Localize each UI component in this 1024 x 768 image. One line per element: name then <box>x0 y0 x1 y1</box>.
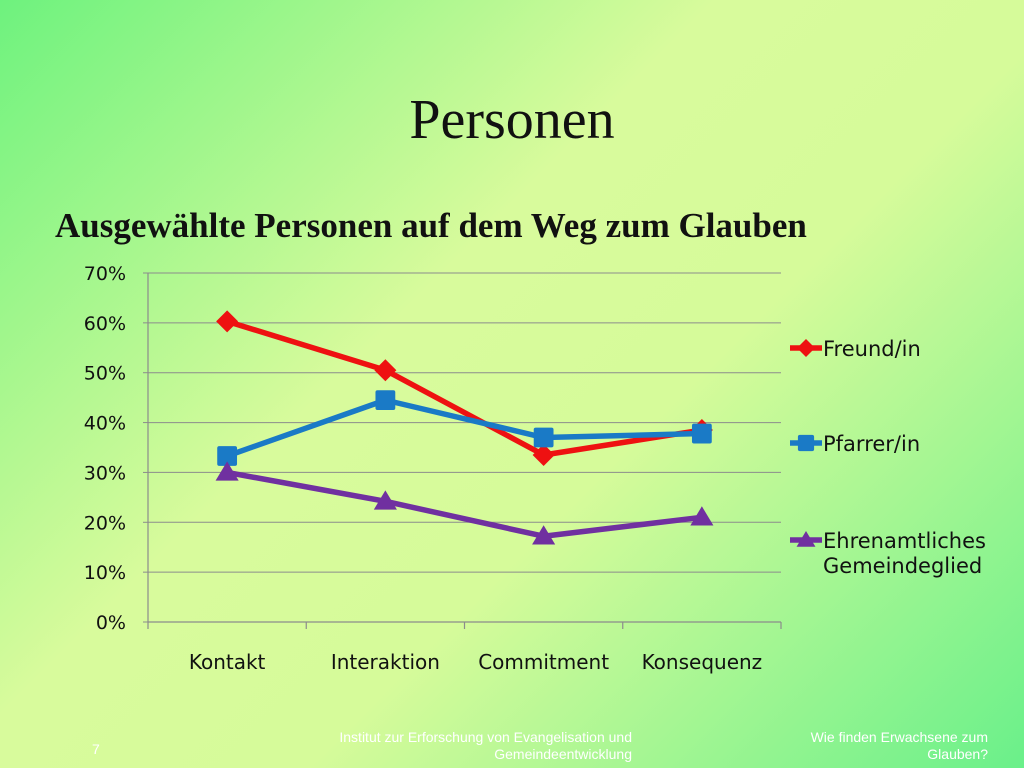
series-line <box>226 397 702 459</box>
slide-title: Personen <box>409 89 615 151</box>
data-point <box>375 390 396 411</box>
series-line <box>226 318 703 458</box>
legend: Freund/in Pfarrer/in EhrenamtlichesGemeind… <box>790 337 986 578</box>
legend-label: Ehrenamtliches <box>823 529 986 553</box>
data-point <box>532 525 556 545</box>
y-tick-label: 60% <box>84 313 126 335</box>
legend-swatch-marker <box>797 434 815 452</box>
y-tick-label: 40% <box>84 413 126 435</box>
data-point <box>217 446 238 466</box>
data-point <box>373 490 397 510</box>
data-point <box>532 443 555 466</box>
footer-organization: Institut zur Erforschung von Evangelisat… <box>339 729 632 762</box>
data-point <box>690 506 714 526</box>
data-point <box>691 423 712 444</box>
x-category-label: Interaktion <box>331 650 440 674</box>
legend-swatch-marker <box>797 339 815 357</box>
series-line <box>226 469 703 539</box>
series-lines <box>226 318 703 539</box>
legend-label: Gemeindeglied <box>823 554 982 578</box>
legend-label: Freund/in <box>823 337 921 361</box>
y-tick-label: 0% <box>96 612 126 634</box>
x-category-label: Konsequenz <box>642 650 763 674</box>
legend-label: Pfarrer/in <box>823 432 920 456</box>
x-category-labels: Kontakt Interaktion Commitment Konsequenz <box>189 650 762 674</box>
y-tick-label: 10% <box>84 562 126 584</box>
data-point <box>533 427 554 448</box>
gridlines <box>148 272 781 573</box>
y-tick-labels: 0% 10% 20% 30% 40% 50% 60% 70% <box>84 263 126 634</box>
y-tick-label: 30% <box>84 462 126 484</box>
y-tick-label: 70% <box>84 263 126 285</box>
y-tick-label: 50% <box>84 363 126 385</box>
data-point <box>374 359 397 382</box>
page-number: 7 <box>92 741 100 757</box>
footer-topic: Wie finden Erwachsene zum Glauben? <box>810 729 988 762</box>
data-point <box>216 310 239 333</box>
data-point <box>215 461 239 481</box>
slide-subtitle: Ausgewählte Personen auf dem Weg zum Gla… <box>55 206 807 245</box>
axes <box>143 272 782 629</box>
x-category-label: Commitment <box>478 650 609 674</box>
x-category-label: Kontakt <box>189 650 266 674</box>
series-markers <box>215 310 714 545</box>
y-tick-label: 20% <box>84 512 126 534</box>
legend-swatch-marker <box>796 531 816 547</box>
